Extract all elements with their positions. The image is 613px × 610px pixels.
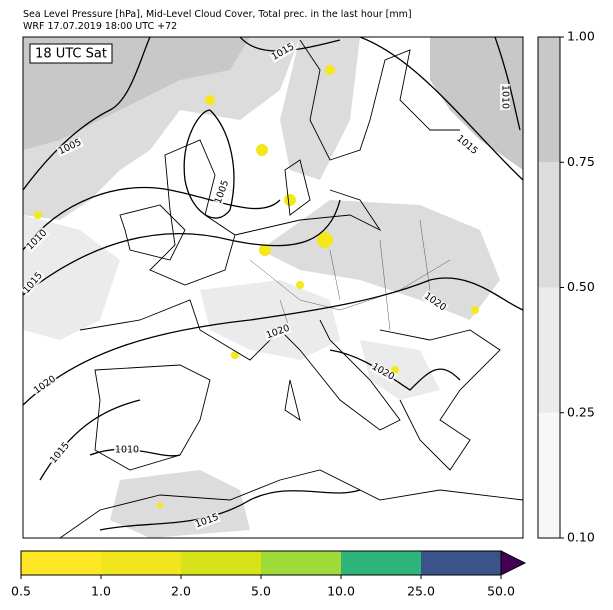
precip-level xyxy=(261,551,341,575)
tick-label: 10.0 xyxy=(327,584,355,599)
tick-label: 1.0 xyxy=(91,584,111,599)
precip-level xyxy=(181,551,261,575)
isobar-label-bg xyxy=(31,373,59,397)
isobar-label-bg xyxy=(421,290,449,314)
precip-level xyxy=(341,551,421,575)
tick-label: 0.75 xyxy=(567,154,595,169)
tick-label: 0.10 xyxy=(567,530,595,545)
tick-label: 0.50 xyxy=(567,279,595,294)
isobar-label: 1010 xyxy=(500,85,511,109)
time-label: 18 UTC Sat xyxy=(35,47,107,62)
precip-level xyxy=(421,551,501,575)
cloud-level xyxy=(538,37,560,163)
isobar-label-bg xyxy=(264,322,292,342)
cloud-level xyxy=(538,162,560,288)
isobar-label-bg xyxy=(212,178,232,206)
isobar-label-bg xyxy=(114,445,140,455)
time-box xyxy=(29,43,113,64)
cloud-level xyxy=(538,287,560,413)
precip-level xyxy=(21,551,101,575)
isobar-label-bg xyxy=(56,136,84,158)
isobar-label-bg xyxy=(453,132,481,158)
isobar-label-bg xyxy=(193,511,221,531)
precip-level xyxy=(101,551,181,575)
tick-label: 50.0 xyxy=(487,584,515,599)
map-area xyxy=(23,37,523,538)
cloud-level xyxy=(538,412,560,538)
tick-label: 25.0 xyxy=(407,584,435,599)
subtitle: WRF 17.07.2019 18:00 UTC +72 xyxy=(23,21,177,32)
isobar-label-bg xyxy=(500,84,510,110)
tick-label: 0.5 xyxy=(11,584,31,599)
precip-spots xyxy=(34,65,479,508)
isobar-label-bg xyxy=(47,439,73,467)
tick-label: 2.0 xyxy=(171,584,191,599)
title: Sea Level Pressure [hPa], Mid-Level Clou… xyxy=(23,9,412,20)
isobar-label: 1010 xyxy=(115,445,139,456)
tick-label: 0.25 xyxy=(567,404,595,419)
isobar-label-bg xyxy=(369,361,397,383)
isobar-label-bg xyxy=(20,269,46,297)
tick-label: 5.0 xyxy=(251,584,271,599)
tick-label: 1.00 xyxy=(567,29,595,44)
isobar-label-bg xyxy=(24,227,50,253)
precip-extend xyxy=(500,550,527,576)
isobar-label-bg xyxy=(269,41,297,63)
